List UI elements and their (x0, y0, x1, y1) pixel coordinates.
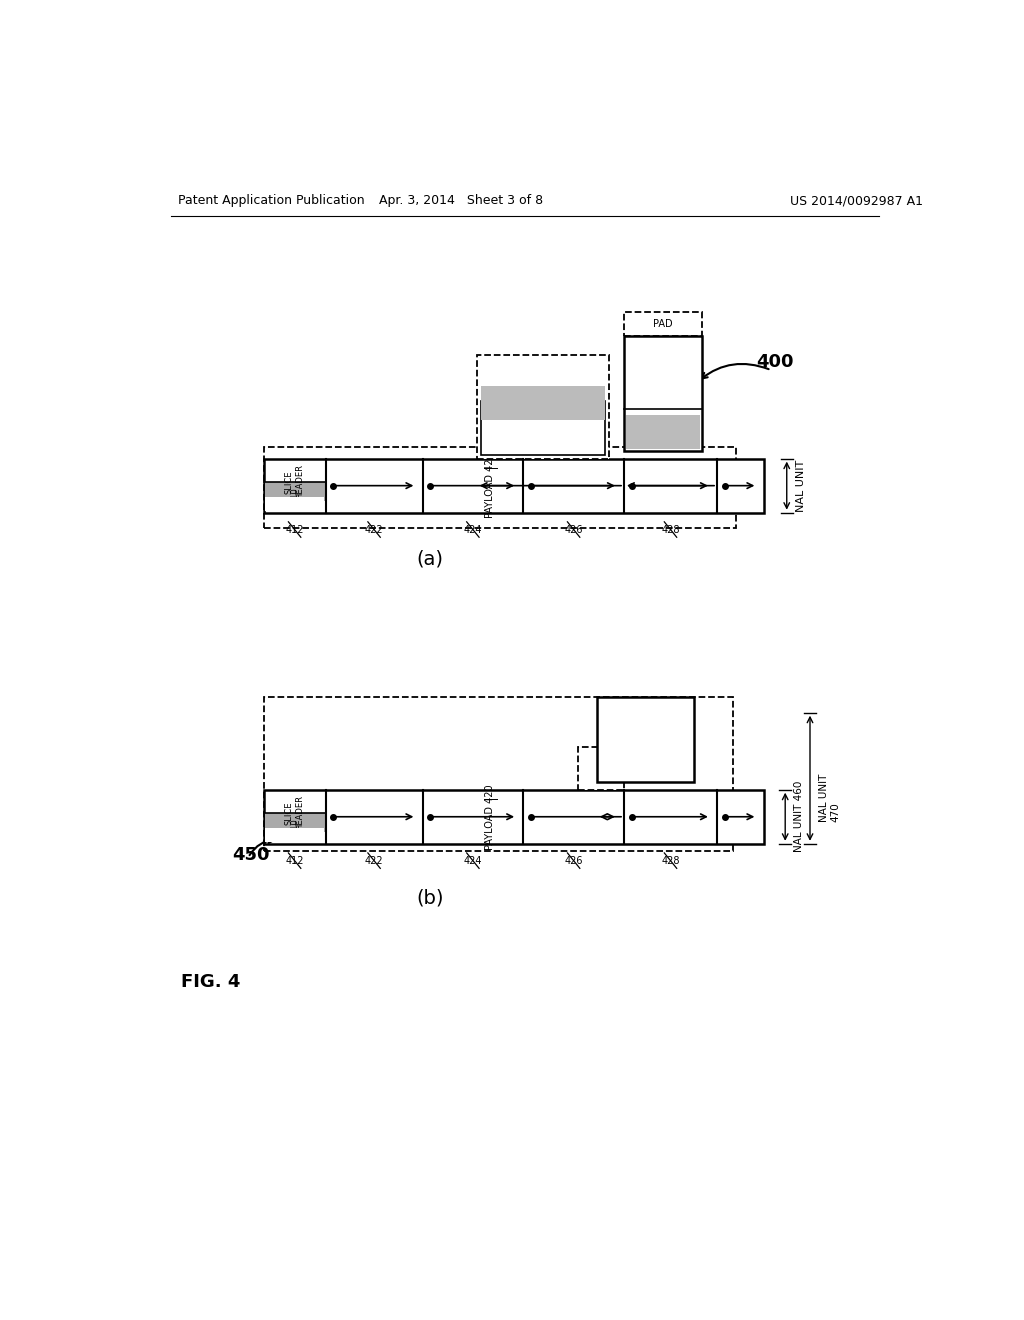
Text: Patent Application Publication: Patent Application Publication (178, 194, 365, 207)
Text: SLICE
HEADER: SLICE HEADER (285, 796, 304, 830)
Text: 428: 428 (662, 855, 680, 866)
Text: PAD: PAD (653, 319, 673, 329)
Text: STRING
INDEX
480: STRING INDEX 480 (626, 723, 665, 756)
Text: 410: 410 (290, 487, 299, 503)
Bar (265, 813, 326, 832)
Bar (480, 401, 604, 455)
Text: STRING
INDEX
440: STRING INDEX 440 (524, 397, 561, 432)
Text: (a): (a) (417, 549, 443, 569)
Text: 412: 412 (286, 855, 304, 866)
Text: NAL UNIT 460: NAL UNIT 460 (795, 781, 805, 853)
Bar (263, 447, 736, 528)
Bar (624, 335, 701, 451)
Bar (263, 697, 732, 851)
Text: BKPTR: BKPTR (647, 366, 679, 375)
Text: NAL UNIT
470: NAL UNIT 470 (819, 774, 841, 821)
Text: 426: 426 (564, 855, 583, 866)
Text: PAYLOAD 420: PAYLOAD 420 (485, 453, 496, 519)
Text: FIG. 4: FIG. 4 (180, 973, 240, 991)
Bar (578, 747, 624, 789)
Bar (624, 313, 701, 335)
Bar (626, 414, 700, 449)
Bar (265, 498, 324, 511)
Text: 426: 426 (564, 524, 583, 535)
Bar (480, 385, 604, 420)
Text: PAYLOAD 420: PAYLOAD 420 (485, 784, 496, 850)
Text: 422: 422 (365, 524, 383, 535)
Text: 424: 424 (464, 524, 482, 535)
Text: 430: 430 (653, 376, 672, 387)
Bar (597, 697, 693, 781)
Text: 422: 422 (365, 855, 383, 866)
Bar (265, 482, 326, 502)
Bar (263, 459, 764, 512)
Text: 450: 450 (232, 846, 270, 865)
Text: 428: 428 (662, 524, 680, 535)
Text: 410: 410 (290, 818, 299, 834)
Bar (265, 829, 324, 842)
Text: NAL UNIT: NAL UNIT (796, 459, 806, 512)
Text: SLICE
HEADER: SLICE HEADER (285, 465, 304, 499)
Text: 412: 412 (286, 524, 304, 535)
Bar (477, 355, 608, 459)
Text: US 2014/0092987 A1: US 2014/0092987 A1 (790, 194, 923, 207)
Text: Apr. 3, 2014   Sheet 3 of 8: Apr. 3, 2014 Sheet 3 of 8 (379, 194, 544, 207)
Text: (b): (b) (417, 888, 444, 907)
Text: P
A
D: P A D (597, 754, 604, 784)
Text: 424: 424 (464, 855, 482, 866)
Text: 400: 400 (756, 354, 794, 371)
Bar (263, 789, 764, 843)
